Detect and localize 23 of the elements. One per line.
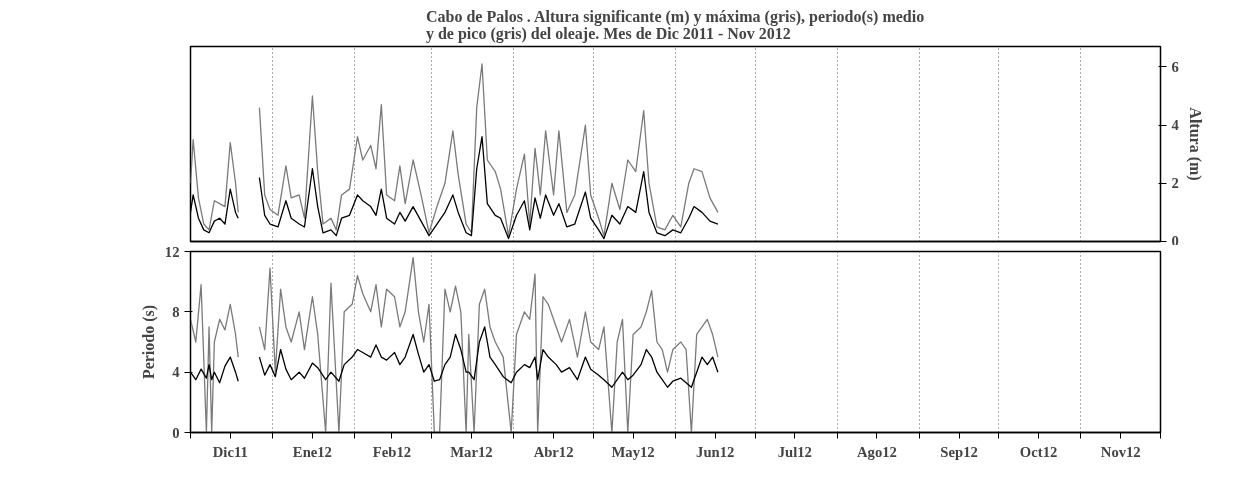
x-tick-label: Feb12	[372, 443, 412, 460]
y2-tick-label: 2	[1171, 175, 1179, 192]
y-tick-label: 8	[172, 303, 180, 320]
x-tick-label: Oct12	[1019, 443, 1058, 460]
y-axis-title: Periodo (s)	[139, 304, 158, 380]
x-tick-label: Ene12	[292, 443, 332, 460]
x-tick-label: May12	[611, 443, 655, 460]
x-tick-label: Dic11	[212, 443, 248, 460]
x-tick-label: Abr12	[533, 443, 574, 460]
y2-tick-label: 0	[1171, 232, 1179, 249]
x-tick-label: Jun12	[696, 443, 735, 460]
y2-axis-title: Altura (m)	[1185, 107, 1204, 181]
y2-tick-label: 4	[1171, 117, 1180, 134]
x-tick-label: Mar12	[450, 443, 493, 460]
y-tick-label: 12	[164, 243, 180, 260]
x-tick-label: Jul12	[777, 443, 812, 460]
y-tick-label: 0	[172, 424, 180, 441]
x-tick-label: Nov12	[1100, 443, 1141, 460]
chart-title: Cabo de Palos . Altura significante (m) y máxima (gris), periodo(s) medio y de pico (gris) del oleaje. Mes de Dic 2011 - Nov 2012	[425, 7, 925, 43]
x-tick-label: Ago12	[856, 443, 897, 460]
y2-tick-label: 6	[1171, 58, 1179, 75]
y-tick-label: 4	[172, 364, 181, 381]
x-tick-label: Sep12	[940, 443, 978, 460]
